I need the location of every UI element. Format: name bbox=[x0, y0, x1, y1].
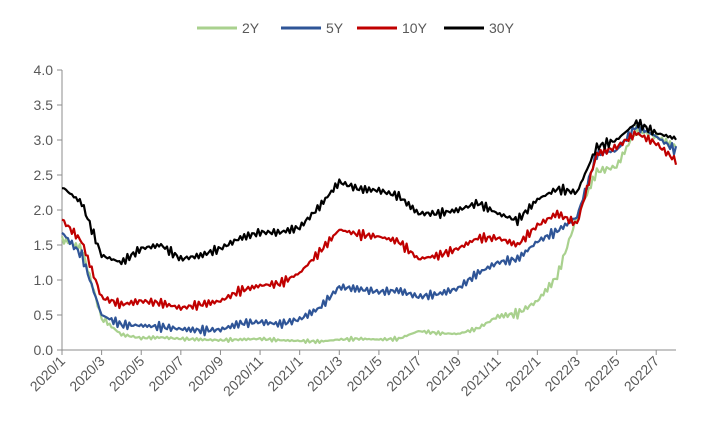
x-tick-label: 2022/1 bbox=[502, 353, 544, 395]
x-tick-label: 2021/3 bbox=[304, 353, 346, 395]
series-line-30y bbox=[61, 118, 677, 266]
y-tick-label: 2.0 bbox=[34, 202, 54, 218]
x-axis: 2020/12020/32020/52020/72020/92020/11202… bbox=[27, 349, 676, 400]
plot-area bbox=[60, 118, 678, 345]
x-tick-label: 2020/11 bbox=[220, 353, 267, 400]
y-tick-label: 3.5 bbox=[34, 97, 54, 113]
y-tick-label: 1.5 bbox=[34, 237, 54, 253]
y-tick-label: 3.0 bbox=[34, 132, 54, 148]
y-tick-label: 0.0 bbox=[34, 342, 54, 358]
x-tick-label: 2021/1 bbox=[264, 353, 306, 395]
x-tick-label: 2020/3 bbox=[66, 353, 108, 395]
y-tick-label: 4.0 bbox=[34, 62, 54, 78]
x-tick-label: 2022/7 bbox=[621, 353, 663, 395]
y-tick-label: 2.5 bbox=[34, 167, 54, 183]
x-tick-label: 2022/3 bbox=[541, 353, 583, 395]
legend: 2Y 5Y 10Y 30Y bbox=[197, 20, 515, 36]
series-line-10y bbox=[61, 130, 678, 311]
y-tick-label: 0.5 bbox=[34, 307, 54, 323]
x-tick-label: 2021/5 bbox=[343, 353, 385, 395]
legend-label-10y: 10Y bbox=[402, 20, 428, 36]
x-tick-label: 2020/7 bbox=[145, 353, 187, 395]
y-axis: 0.0 0.5 1.0 1.5 2.0 2.5 3.0 3.5 4.0 bbox=[34, 62, 63, 358]
y-tick-label: 1.0 bbox=[34, 272, 54, 288]
x-tick-label: 2021/7 bbox=[383, 353, 425, 395]
x-tick-label: 2021/11 bbox=[457, 353, 504, 400]
x-tick-label: 2020/5 bbox=[106, 353, 148, 395]
legend-label-2y: 2Y bbox=[242, 20, 260, 36]
series-line-5y bbox=[61, 121, 678, 337]
series-line-2y bbox=[60, 124, 677, 345]
x-tick-label: 2020/1 bbox=[27, 353, 69, 395]
legend-label-30y: 30Y bbox=[489, 20, 515, 36]
legend-label-5y: 5Y bbox=[326, 20, 344, 36]
x-tick-label: 2022/5 bbox=[581, 353, 623, 395]
